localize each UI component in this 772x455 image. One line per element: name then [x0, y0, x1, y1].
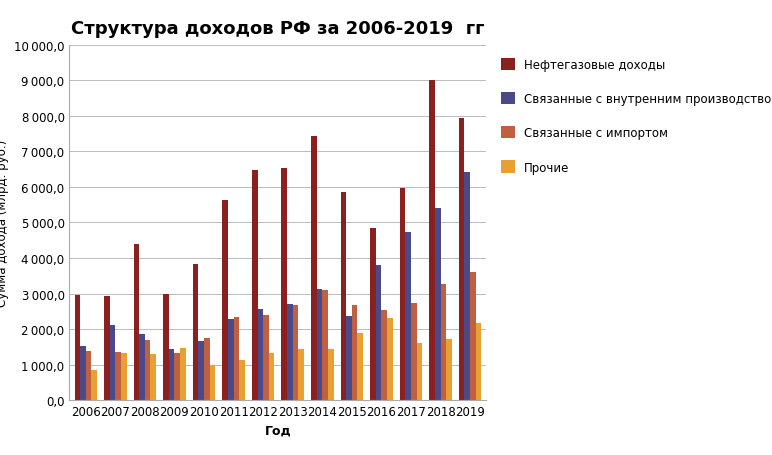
Bar	[435, 208, 441, 400]
Legend: Нефтегазовые доходы, Связанные с внутренним производством, Связанные с импортом,: Нефтегазовые доходы, Связанные с внутрен…	[500, 59, 772, 174]
Bar	[446, 339, 452, 400]
Bar	[352, 305, 357, 400]
Bar	[134, 245, 139, 400]
Bar	[169, 349, 174, 400]
Bar	[357, 334, 363, 400]
Bar	[417, 343, 422, 400]
Bar	[139, 334, 145, 400]
Bar	[258, 309, 263, 400]
Y-axis label: Сумма дохода (млрд. руб.): Сумма дохода (млрд. руб.)	[0, 140, 8, 306]
Title: Структура доходов РФ за 2006-2019  гг: Структура доходов РФ за 2006-2019 гг	[71, 20, 485, 38]
Bar	[459, 119, 465, 400]
Bar	[376, 265, 381, 400]
Bar	[163, 294, 169, 400]
Bar	[110, 325, 115, 400]
Bar	[234, 318, 239, 400]
Bar	[198, 342, 204, 400]
Bar	[328, 349, 334, 400]
Bar	[115, 352, 121, 400]
Bar	[121, 353, 127, 400]
Bar	[104, 296, 110, 400]
Bar	[75, 296, 80, 400]
Bar	[317, 289, 322, 400]
Bar	[193, 264, 198, 400]
Bar	[387, 318, 393, 400]
Bar	[204, 338, 210, 400]
Bar	[429, 81, 435, 400]
Bar	[311, 136, 317, 400]
Bar	[222, 200, 228, 400]
Bar	[370, 228, 376, 400]
Bar	[228, 319, 234, 400]
Bar	[287, 304, 293, 400]
Bar	[411, 303, 417, 400]
Bar	[91, 370, 97, 400]
Bar	[470, 272, 476, 400]
Bar	[86, 351, 91, 400]
Bar	[239, 360, 245, 400]
Bar	[151, 354, 156, 400]
Bar	[252, 171, 258, 400]
X-axis label: Год: Год	[265, 424, 291, 437]
Bar	[174, 354, 180, 400]
Bar	[322, 291, 328, 400]
Bar	[465, 172, 470, 400]
Bar	[282, 168, 287, 400]
Bar	[180, 348, 186, 400]
Bar	[210, 365, 215, 400]
Bar	[80, 346, 86, 400]
Bar	[476, 323, 481, 400]
Bar	[293, 305, 298, 400]
Bar	[400, 188, 405, 400]
Bar	[340, 192, 346, 400]
Bar	[346, 316, 352, 400]
Bar	[381, 310, 387, 400]
Bar	[269, 353, 274, 400]
Bar	[441, 284, 446, 400]
Bar	[405, 232, 411, 400]
Bar	[145, 340, 151, 400]
Bar	[298, 349, 304, 400]
Bar	[263, 316, 269, 400]
